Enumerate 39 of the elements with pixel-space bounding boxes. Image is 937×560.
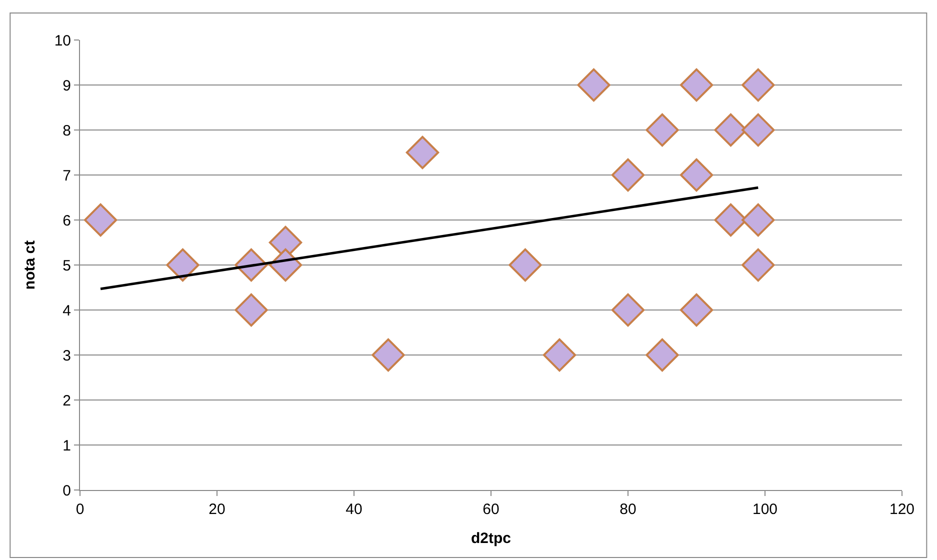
x-tick-label: 0 (76, 501, 84, 518)
point (406, 136, 440, 170)
point (742, 113, 775, 147)
point (372, 338, 405, 372)
point (577, 68, 610, 102)
y-tick-label: 4 (62, 302, 71, 320)
point (611, 158, 645, 192)
y-tick-label: 5 (62, 257, 71, 274)
point (646, 113, 679, 147)
point (542, 338, 576, 372)
point (680, 293, 714, 327)
point (234, 293, 268, 327)
point (166, 248, 200, 282)
y-tick-label: 10 (54, 32, 71, 50)
point (84, 203, 118, 237)
y-tick-label: 8 (62, 122, 71, 140)
point (680, 68, 714, 102)
y-tick-label: 7 (62, 167, 71, 184)
x-tick-label: 120 (889, 501, 915, 518)
x-tick-label: 40 (346, 501, 362, 518)
point (611, 293, 645, 327)
x-tick-label: 100 (752, 501, 778, 518)
point (508, 248, 542, 282)
point (742, 203, 775, 237)
x-tick-label: 80 (620, 501, 636, 518)
y-tick-label: 3 (62, 347, 71, 364)
y-tick-label: 2 (62, 392, 71, 410)
x-tick-label: 60 (482, 501, 500, 518)
point (742, 68, 775, 102)
y-tick-label: 6 (62, 212, 71, 230)
point (680, 158, 714, 192)
x-axis-title: d2tpc (470, 530, 512, 547)
y-tick-label: 1 (62, 437, 71, 454)
x-tick-label: 20 (208, 501, 226, 518)
point (646, 338, 679, 372)
y-tick-label: 0 (62, 482, 71, 500)
point (742, 248, 775, 282)
y-axis-title: nota ct (22, 240, 39, 290)
y-tick-label: 9 (62, 77, 71, 94)
